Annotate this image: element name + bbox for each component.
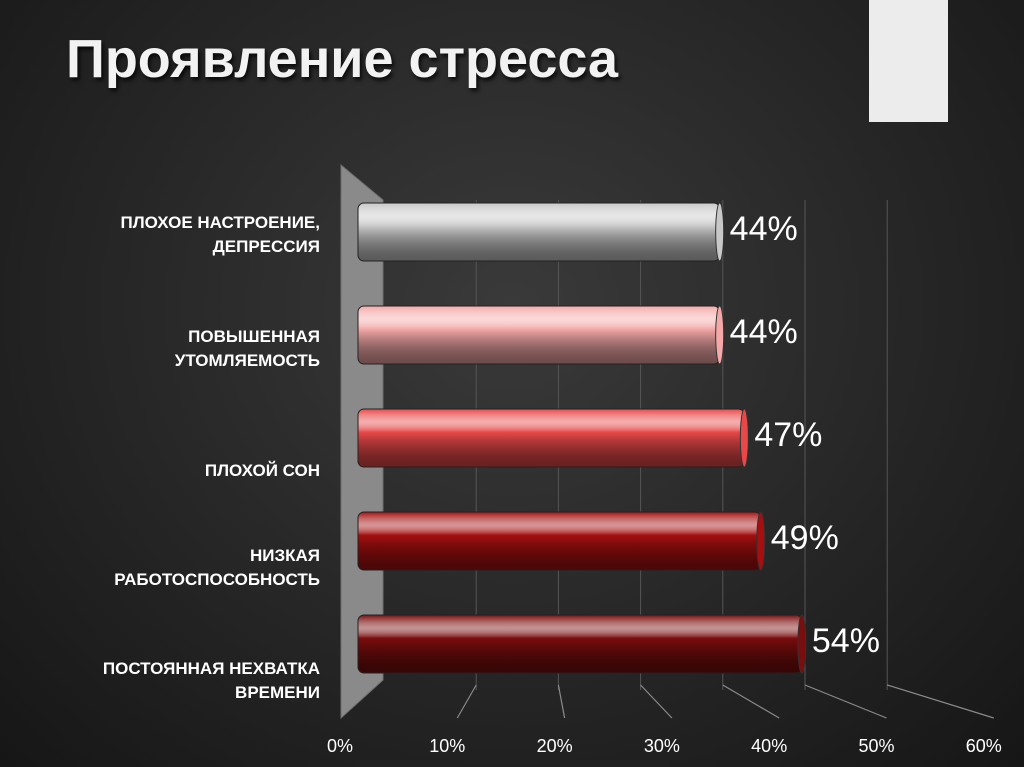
value-label: 54% <box>812 622 880 660</box>
category-label: ПОВЫШЕННАЯ <box>188 327 320 346</box>
slide-title: Проявление стресса <box>66 29 619 89</box>
x-tick-label: 60% <box>966 736 1002 756</box>
floor-gridline <box>557 684 566 719</box>
x-tick-label: 50% <box>858 736 894 756</box>
x-tick-label: 0% <box>327 736 353 756</box>
x-tick-label: 30% <box>644 736 680 756</box>
bar-end-cap <box>739 408 749 468</box>
bar-end-cap <box>756 511 766 571</box>
category-label: РАБОТОСПОСОБНОСТЬ <box>114 570 320 589</box>
x-tick-label: 10% <box>429 736 465 756</box>
bar <box>357 202 721 262</box>
category-label: ДЕПРЕССИЯ <box>213 237 320 256</box>
decorative-rectangle <box>869 0 948 122</box>
floor-gridline <box>887 684 994 719</box>
category-label: УТОМЛЯЕМОСТЬ <box>175 351 320 370</box>
x-tick-label: 40% <box>751 736 787 756</box>
value-label: 44% <box>730 210 798 248</box>
category-label: ПЛОХОЕ НАСТРОЕНИЕ, <box>120 213 320 232</box>
bar <box>357 511 762 571</box>
bar-end-cap <box>715 202 725 262</box>
category-label: НИЗКАЯ <box>250 546 320 565</box>
x-tick-label: 20% <box>537 736 573 756</box>
value-label: 44% <box>730 313 798 351</box>
value-label: 49% <box>771 519 839 557</box>
bar <box>357 408 745 468</box>
category-label: ПОСТОЯННАЯ НЕХВАТКА <box>103 659 320 678</box>
bar <box>357 305 721 365</box>
floor-gridline <box>640 684 673 719</box>
bar-end-cap <box>715 305 725 365</box>
floor-gridline <box>456 684 477 719</box>
bar <box>357 614 803 674</box>
category-label: ПЛОХОЙ СОН <box>205 461 320 480</box>
category-label: ВРЕМЕНИ <box>235 683 320 702</box>
floor-gridline <box>804 684 887 719</box>
bar-end-cap <box>797 614 807 674</box>
floor-gridline <box>722 684 780 719</box>
value-label: 47% <box>754 416 822 454</box>
